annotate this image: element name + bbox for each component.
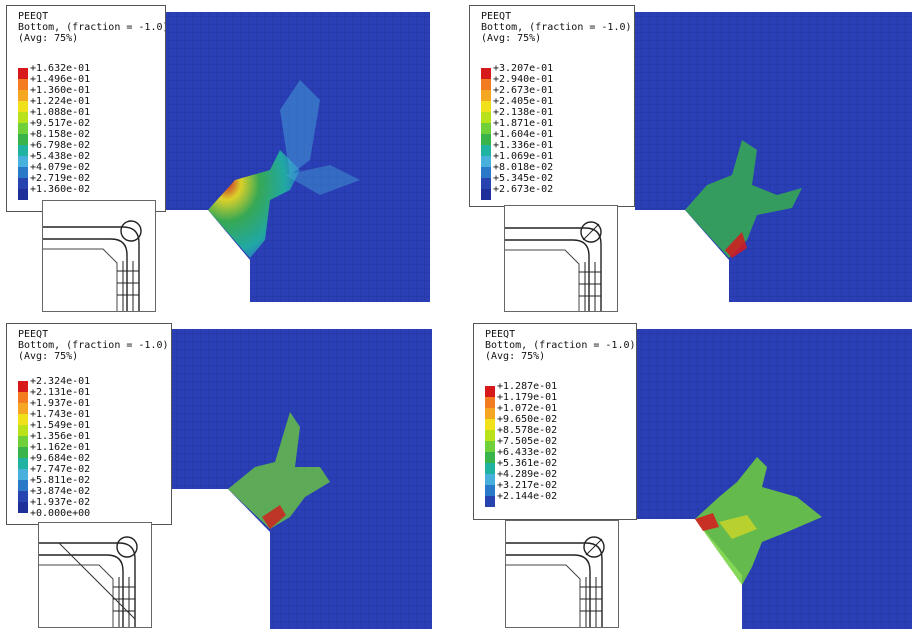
- legend-value: +3.207e-01: [493, 63, 554, 74]
- legend-value: +9.517e-02: [30, 118, 91, 129]
- legend-value: +1.072e-01: [497, 403, 558, 414]
- contour-panel-4: PEEQT Bottom, (fraction = -1.0) (Avg: 75…: [457, 317, 914, 633]
- legend-value: +2.138e-01: [493, 107, 554, 118]
- legend-avg: (Avg: 75%): [485, 351, 546, 362]
- legend-value: +2.673e-02: [493, 184, 554, 195]
- legend-value: +1.549e-01: [30, 420, 91, 431]
- legend-value: +4.079e-02: [30, 162, 91, 173]
- fe-mesh-plot: [635, 12, 912, 302]
- legend-value: +3.217e-02: [497, 480, 558, 491]
- legend-values: +1.632e-01 +1.496e-01 +1.360e-01 +1.224e…: [30, 63, 90, 195]
- legend-value: +1.937e-02: [30, 497, 91, 508]
- contour-panel-3: PEEQT Bottom, (fraction = -1.0) (Avg: 75…: [0, 317, 457, 633]
- legend-value: +5.811e-02: [30, 475, 91, 486]
- contour-panel-2: PEEQT Bottom, (fraction = -1.0) (Avg: 75…: [457, 0, 914, 316]
- legend-value: +1.088e-01: [30, 107, 91, 118]
- legend-box: PEEQT Bottom, (fraction = -1.0) (Avg: 75…: [6, 5, 166, 212]
- legend-value: +9.684e-02: [30, 453, 91, 464]
- legend-avg: (Avg: 75%): [481, 33, 542, 44]
- color-scale-bar: [481, 68, 491, 200]
- fe-mesh-plot: [170, 329, 432, 629]
- legend-value: +4.289e-02: [497, 469, 558, 480]
- fe-mesh-plot: [165, 12, 430, 302]
- reinforcement-detail-inset: [38, 522, 152, 628]
- legend-value: +1.069e-01: [493, 151, 554, 162]
- rebar-diagram: [39, 536, 138, 627]
- legend-avg: (Avg: 75%): [18, 351, 79, 362]
- legend-value: +0.000e+00: [30, 508, 91, 519]
- legend-value: +9.650e-02: [497, 414, 558, 425]
- reinforcement-detail-inset: [504, 205, 618, 312]
- legend-value: +1.356e-01: [30, 431, 91, 442]
- legend-box: PEEQT Bottom, (fraction = -1.0) (Avg: 75…: [6, 323, 172, 525]
- legend-values: +1.287e-01 +1.179e-01 +1.072e-01 +9.650e…: [497, 381, 557, 502]
- legend-value: +1.871e-01: [493, 118, 554, 129]
- legend-title: PEEQT: [18, 329, 49, 340]
- legend-value: +1.287e-01: [497, 381, 558, 392]
- legend-title: PEEQT: [481, 11, 512, 22]
- legend-value: +5.438e-02: [30, 151, 91, 162]
- legend-values: +3.207e-01 +2.940e-01 +2.673e-01 +2.405e…: [493, 63, 553, 195]
- legend-value: +1.937e-01: [30, 398, 91, 409]
- legend-value: +1.604e-01: [493, 129, 554, 140]
- legend-value: +1.496e-01: [30, 74, 91, 85]
- legend-value: +2.324e-01: [30, 376, 91, 387]
- legend-value: +6.798e-02: [30, 140, 91, 151]
- legend-value: +2.940e-01: [493, 74, 554, 85]
- legend-value: +1.162e-01: [30, 442, 91, 453]
- legend-box: PEEQT Bottom, (fraction = -1.0) (Avg: 75…: [469, 5, 635, 207]
- legend-avg: (Avg: 75%): [18, 33, 79, 44]
- legend-subtitle: Bottom, (fraction = -1.0): [485, 340, 636, 351]
- rebar-diagram: [505, 221, 602, 311]
- color-scale-bar: [18, 68, 28, 200]
- legend-value: +5.345e-02: [493, 173, 554, 184]
- legend-value: +1.360e-01: [30, 85, 91, 96]
- legend-value: +3.874e-02: [30, 486, 91, 497]
- fe-mesh-plot: [637, 329, 912, 629]
- color-scale-bar: [18, 381, 28, 513]
- legend-subtitle: Bottom, (fraction = -1.0): [481, 22, 632, 33]
- legend-value: +2.405e-01: [493, 96, 554, 107]
- legend-value: +7.505e-02: [497, 436, 558, 447]
- legend-title: PEEQT: [485, 329, 516, 340]
- rebar-diagram: [506, 536, 605, 627]
- legend-value: +1.743e-01: [30, 409, 91, 420]
- legend-value: +2.144e-02: [497, 491, 558, 502]
- contour-panel-1: PEEQT Bottom, (fraction = -1.0) (Avg: 75…: [0, 0, 457, 316]
- legend-value: +2.719e-02: [30, 173, 91, 184]
- color-scale-bar: [485, 386, 495, 507]
- rebar-diagram: [43, 220, 142, 311]
- legend-value: +1.360e-02: [30, 184, 91, 195]
- legend-box: PEEQT Bottom, (fraction = -1.0) (Avg: 75…: [473, 323, 637, 520]
- legend-value: +2.131e-01: [30, 387, 91, 398]
- legend-title: PEEQT: [18, 11, 49, 22]
- legend-subtitle: Bottom, (fraction = -1.0): [18, 22, 166, 33]
- legend-value: +1.336e-01: [493, 140, 554, 151]
- legend-value: +1.179e-01: [497, 392, 558, 403]
- legend-value: +8.158e-02: [30, 129, 91, 140]
- reinforcement-detail-inset: [42, 200, 156, 312]
- legend-value: +2.673e-01: [493, 85, 554, 96]
- legend-values: +2.324e-01 +2.131e-01 +1.937e-01 +1.743e…: [30, 376, 90, 519]
- legend-value: +6.433e-02: [497, 447, 558, 458]
- legend-value: +1.632e-01: [30, 63, 91, 74]
- legend-value: +5.361e-02: [497, 458, 558, 469]
- legend-value: +8.018e-02: [493, 162, 554, 173]
- legend-value: +1.224e-01: [30, 96, 91, 107]
- legend-subtitle: Bottom, (fraction = -1.0): [18, 340, 169, 351]
- legend-value: +7.747e-02: [30, 464, 91, 475]
- legend-value: +8.578e-02: [497, 425, 558, 436]
- reinforcement-detail-inset: [505, 520, 619, 628]
